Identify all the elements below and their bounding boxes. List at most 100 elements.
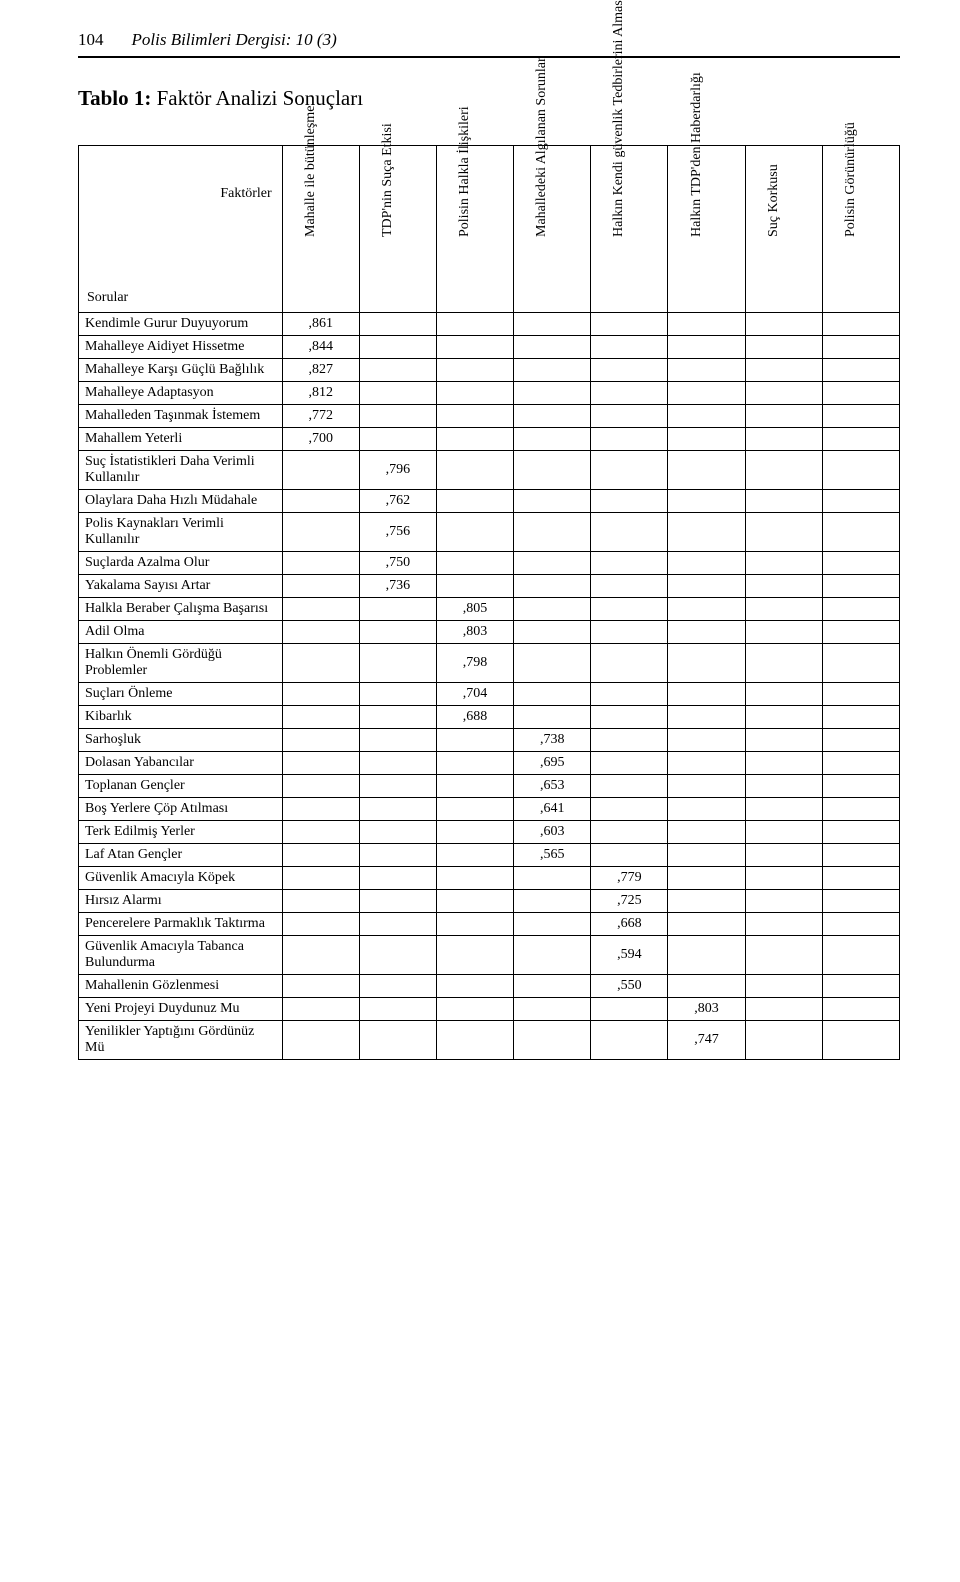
table-cell bbox=[745, 975, 822, 998]
table-cell bbox=[282, 1021, 359, 1060]
row-label: Güvenlik Amacıyla Köpek bbox=[79, 867, 283, 890]
table-cell bbox=[514, 998, 591, 1021]
table-cell bbox=[591, 359, 668, 382]
table-cell: ,695 bbox=[514, 752, 591, 775]
table-cell bbox=[822, 552, 899, 575]
row-label: Suç İstatistikleri Daha Verimli Kullanıl… bbox=[79, 451, 283, 490]
table-cell bbox=[668, 798, 745, 821]
table-cell bbox=[668, 752, 745, 775]
table-cell bbox=[282, 729, 359, 752]
row-label: Pencerelere Parmaklık Taktırma bbox=[79, 913, 283, 936]
row-label: Sarhoşluk bbox=[79, 729, 283, 752]
table-header: Faktörler Sorular Mahalle ile bütünleşme… bbox=[79, 146, 900, 313]
table-cell bbox=[745, 359, 822, 382]
table-cell: ,779 bbox=[591, 867, 668, 890]
table-row: Suçları Önleme,704 bbox=[79, 683, 900, 706]
table-cell bbox=[668, 913, 745, 936]
table-cell: ,725 bbox=[591, 890, 668, 913]
table-cell bbox=[745, 683, 822, 706]
corner-bottom-label: Sorular bbox=[87, 290, 128, 306]
table-cell bbox=[745, 821, 822, 844]
table-cell bbox=[668, 405, 745, 428]
table-cell bbox=[514, 598, 591, 621]
table-cell bbox=[359, 336, 436, 359]
table-cell bbox=[282, 644, 359, 683]
table-cell bbox=[668, 621, 745, 644]
table-cell bbox=[282, 975, 359, 998]
table-cell bbox=[359, 313, 436, 336]
table-cell bbox=[668, 382, 745, 405]
table-cell bbox=[745, 644, 822, 683]
table-cell: ,796 bbox=[359, 451, 436, 490]
table-cell bbox=[822, 729, 899, 752]
table-cell bbox=[822, 706, 899, 729]
table-row: Halkın Önemli Gördüğü Problemler,798 bbox=[79, 644, 900, 683]
table-cell bbox=[822, 313, 899, 336]
table-cell bbox=[591, 798, 668, 821]
table-cell bbox=[436, 405, 513, 428]
row-label: Mahalleden Taşınmak İstemem bbox=[79, 405, 283, 428]
table-cell bbox=[514, 975, 591, 998]
table-cell: ,844 bbox=[282, 336, 359, 359]
column-header-label: Mahalle ile bütünleşme bbox=[303, 87, 319, 237]
table-cell: ,756 bbox=[359, 513, 436, 552]
row-label: Halkın Önemli Gördüğü Problemler bbox=[79, 644, 283, 683]
table-cell bbox=[282, 451, 359, 490]
column-header-label: Suç Korkusu bbox=[766, 87, 782, 237]
table-cell bbox=[668, 552, 745, 575]
table-cell: ,641 bbox=[514, 798, 591, 821]
table-row: Yeni Projeyi Duydunuz Mu,803 bbox=[79, 998, 900, 1021]
table-cell bbox=[436, 821, 513, 844]
table-cell bbox=[436, 975, 513, 998]
table-cell bbox=[282, 998, 359, 1021]
table-cell bbox=[822, 683, 899, 706]
table-cell bbox=[668, 706, 745, 729]
table-cell bbox=[282, 936, 359, 975]
table-cell bbox=[822, 975, 899, 998]
table-cell bbox=[436, 359, 513, 382]
table-cell bbox=[668, 775, 745, 798]
table-cell bbox=[822, 821, 899, 844]
table-cell bbox=[745, 428, 822, 451]
table-row: Mahalleye Aidiyet Hissetme,844 bbox=[79, 336, 900, 359]
table-cell bbox=[359, 821, 436, 844]
table-cell bbox=[514, 336, 591, 359]
column-header: Mahalle ile bütünleşme bbox=[282, 146, 359, 313]
table-row: Polis Kaynakları Verimli Kullanılır,756 bbox=[79, 513, 900, 552]
table-cell bbox=[591, 621, 668, 644]
table-cell bbox=[745, 913, 822, 936]
header-divider bbox=[78, 56, 900, 58]
table-cell bbox=[282, 821, 359, 844]
table-cell bbox=[359, 729, 436, 752]
table-cell bbox=[282, 575, 359, 598]
table-cell bbox=[359, 798, 436, 821]
table-cell bbox=[514, 575, 591, 598]
table-cell bbox=[745, 382, 822, 405]
table-cell bbox=[668, 513, 745, 552]
table-row: Laf Atan Gençler,565 bbox=[79, 844, 900, 867]
column-header: Mahalledeki Algılanan Sorunlar bbox=[514, 146, 591, 313]
table-cell bbox=[591, 775, 668, 798]
table-cell bbox=[359, 975, 436, 998]
table-cell bbox=[822, 336, 899, 359]
table-cell: ,704 bbox=[436, 683, 513, 706]
table-cell bbox=[359, 382, 436, 405]
table-cell bbox=[591, 405, 668, 428]
row-label: Yakalama Sayısı Artar bbox=[79, 575, 283, 598]
table-cell bbox=[745, 490, 822, 513]
table-cell bbox=[745, 867, 822, 890]
table-cell bbox=[591, 706, 668, 729]
row-label: Güvenlik Amacıyla Tabanca Bulundurma bbox=[79, 936, 283, 975]
table-cell bbox=[591, 729, 668, 752]
table-cell bbox=[282, 621, 359, 644]
table-cell bbox=[514, 428, 591, 451]
table-row: Kibarlık,688 bbox=[79, 706, 900, 729]
table-cell bbox=[668, 683, 745, 706]
table-row: Güvenlik Amacıyla Tabanca Bulundurma,594 bbox=[79, 936, 900, 975]
row-label: Yeni Projeyi Duydunuz Mu bbox=[79, 998, 283, 1021]
table-row: Yenilikler Yaptığını Gördünüz Mü,747 bbox=[79, 1021, 900, 1060]
table-cell bbox=[436, 775, 513, 798]
document-page: 104 Polis Bilimleri Dergisi: 10 (3) Tabl… bbox=[0, 0, 960, 1120]
table-cell bbox=[668, 644, 745, 683]
table-cell bbox=[436, 752, 513, 775]
